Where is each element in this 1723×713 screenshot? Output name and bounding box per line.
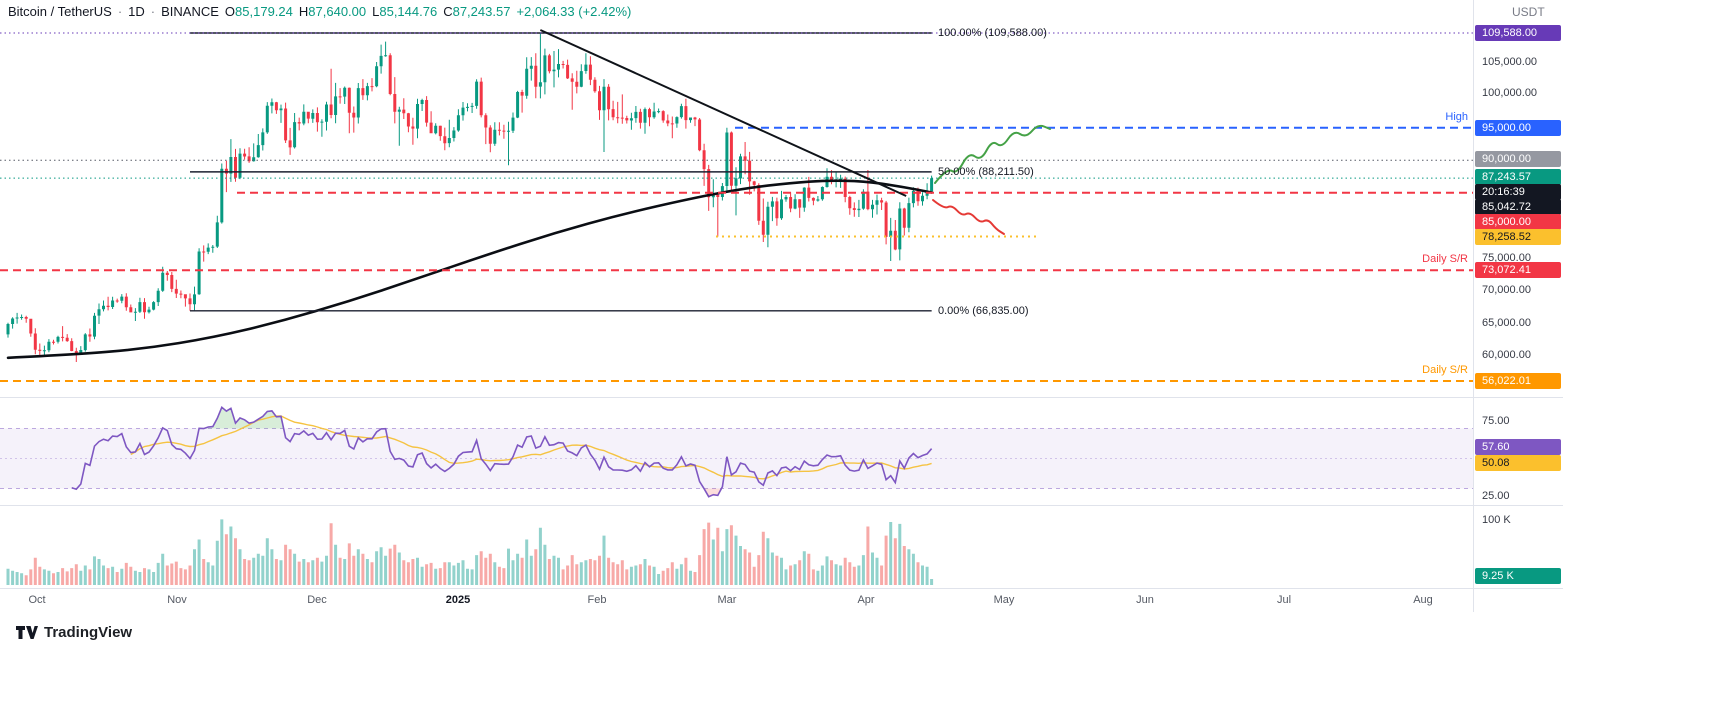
symbol-title[interactable]: Bitcoin / TetherUS [8,4,112,19]
quote-currency-label: USDT [1512,5,1545,19]
projection-path-down[interactable] [932,199,1005,235]
tradingview-logo-icon [16,626,38,639]
chart-legend: Bitcoin / TetherUS · 1D · BINANCE O 85,17… [8,4,631,19]
tradingview-logo[interactable]: TradingView [16,624,132,641]
ohlc-open: O 85,179.24 [224,4,293,19]
candles-down-series [24,53,920,362]
ohlc-high: H 87,640.00 [298,4,367,19]
change-label: +2,064.33 (+2.42%) [516,4,632,19]
rsi-ma-line [130,415,932,480]
volume-down-bars [24,522,920,585]
trendline[interactable] [539,29,907,197]
interval-label[interactable]: 1D [128,4,145,19]
exchange-label[interactable]: BINANCE [161,4,219,19]
candles-up-series [6,33,934,357]
legend-separator: · [150,4,156,19]
volume-up-bars [6,519,934,585]
tradingview-logo-text: TradingView [44,624,133,641]
legend-separator: · [117,4,123,19]
ohlc-low: L 85,144.76 [372,4,438,19]
rsi-line [71,405,933,498]
projection-path-up[interactable] [934,124,1051,184]
rsi-band [0,428,1473,489]
ma-line[interactable] [6,179,933,360]
ohlc-close: C 87,243.57 [443,4,511,19]
